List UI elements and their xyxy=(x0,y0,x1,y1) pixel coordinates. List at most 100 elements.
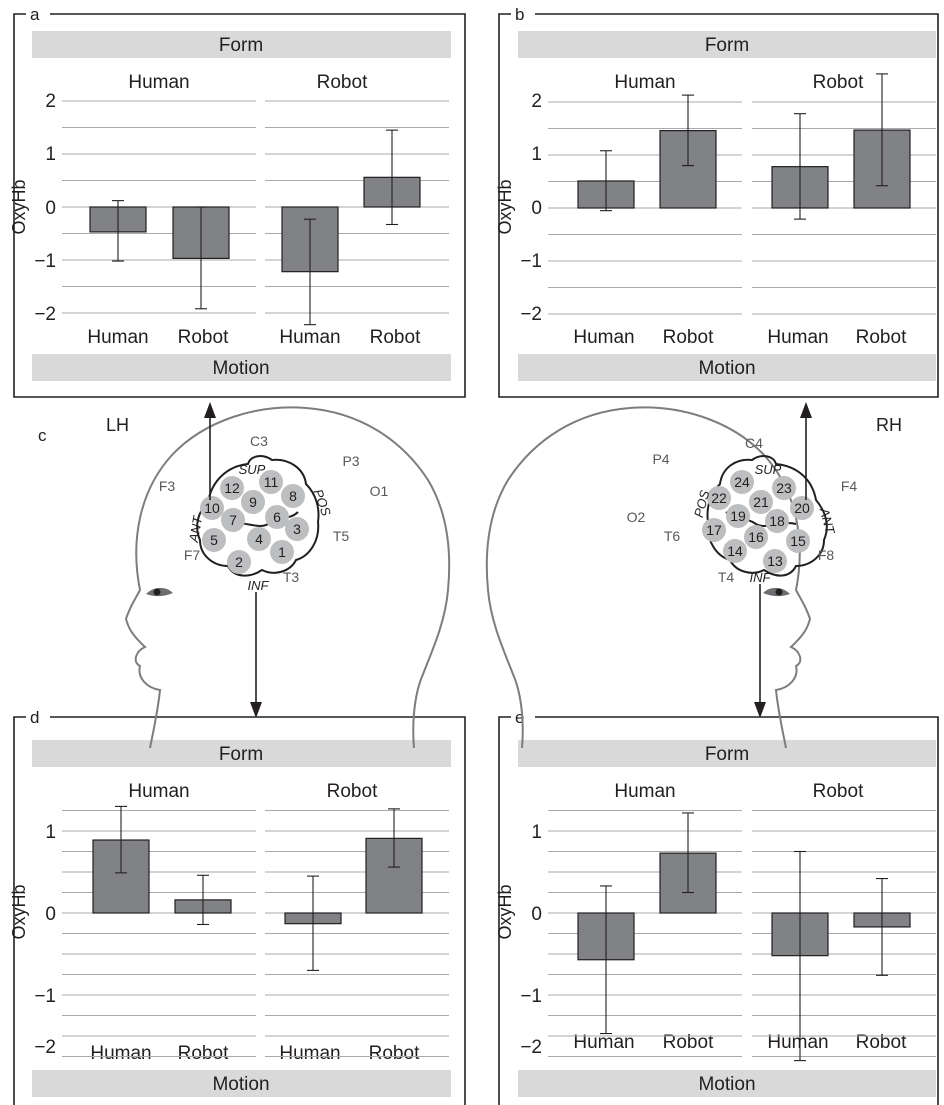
panel-e-marks xyxy=(548,810,936,1062)
panel-a-form-band xyxy=(32,31,451,58)
left-probe-outline xyxy=(196,455,320,577)
channel-marker xyxy=(726,504,750,528)
error-bar xyxy=(794,113,806,220)
channel-marker xyxy=(723,539,747,563)
panel-b-ylabel: OxyHb xyxy=(495,179,515,234)
eeg-label: F8 xyxy=(818,547,835,563)
channel-label: 22 xyxy=(711,490,727,506)
direction-label: POS xyxy=(691,488,713,519)
panel-e: e Form Motion Human Robot OxyHb 1 0 −1 −… xyxy=(495,708,939,1105)
panel-b-ytick: −2 xyxy=(520,304,542,325)
channel-marker xyxy=(786,529,810,553)
channel-label: 24 xyxy=(734,474,750,490)
channel-label: 1 xyxy=(278,544,286,560)
panel-a-motion-band xyxy=(32,354,451,381)
error-bar xyxy=(112,200,124,262)
error-bar xyxy=(304,218,316,326)
panel-e-group-human: Human xyxy=(614,781,675,802)
panel-b-frame xyxy=(498,13,939,398)
panel-a-ytick: 1 xyxy=(45,144,56,165)
panel-d-letter: d xyxy=(30,708,39,727)
channel-marker xyxy=(730,470,754,494)
panel-e-xcat: Human xyxy=(573,1032,634,1053)
panel-a-group-robot: Robot xyxy=(317,72,368,93)
channel-label: 11 xyxy=(264,474,279,490)
panel-a-motion-label: Motion xyxy=(212,358,269,379)
left-head: 1 2 3 4 5 6 7 8 9 10 11 12 C3 P3 F3 O1 T… xyxy=(106,402,451,749)
panel-e-form-band xyxy=(518,740,936,767)
panel-d-form-band xyxy=(32,740,451,767)
error-bar xyxy=(115,805,127,874)
panel-e-ytick-bottom: −2 xyxy=(520,1037,542,1058)
eeg-label: F7 xyxy=(184,547,201,563)
panel-b-group-human: Human xyxy=(614,72,675,93)
eeg-label: T4 xyxy=(718,569,735,585)
direction-label: SUP xyxy=(755,462,782,477)
error-bar xyxy=(682,94,694,167)
panel-b-ytick: 1 xyxy=(531,144,542,165)
panel-a-xcat: Robot xyxy=(370,327,421,348)
panel-e-ytick: 1 xyxy=(531,822,542,843)
channel-marker xyxy=(227,550,251,574)
channel-label: 7 xyxy=(229,512,237,528)
channel-marker xyxy=(265,505,289,529)
error-bar xyxy=(388,808,400,868)
eeg-label: C3 xyxy=(250,433,268,449)
channel-marker xyxy=(772,476,796,500)
channel-label: 17 xyxy=(706,522,722,538)
direction-label: INF xyxy=(750,570,772,585)
channel-label: 20 xyxy=(794,500,810,516)
panel-b-marks xyxy=(548,73,936,315)
panel-b-xcat: Robot xyxy=(663,327,714,348)
left-head-outline xyxy=(124,406,451,749)
channel-label: 16 xyxy=(748,529,764,545)
panel-b-ytick: 2 xyxy=(531,91,542,112)
panel-a-ytick: −1 xyxy=(34,251,56,272)
panel-a-ytick: −2 xyxy=(34,304,56,325)
panel-b-letter: b xyxy=(515,5,524,24)
right-head-outline xyxy=(485,406,812,749)
panel-d-form-label: Form xyxy=(219,744,263,765)
channel-label: 2 xyxy=(235,554,243,570)
hemisphere-label: RH xyxy=(876,415,902,435)
panel-d-motion-band xyxy=(32,1070,451,1097)
error-bar xyxy=(307,875,319,971)
panel-d-xcat: Human xyxy=(90,1043,151,1064)
channel-label: 13 xyxy=(767,553,783,569)
panel-a-xcat: Human xyxy=(87,327,148,348)
channel-label: 3 xyxy=(293,521,301,537)
error-bar xyxy=(794,850,806,1062)
panel-d-ytick: 1 xyxy=(45,822,56,843)
right-arrow-up-head xyxy=(800,402,812,418)
channel-marker xyxy=(765,509,789,533)
left-arrow-up-head xyxy=(204,402,216,418)
eeg-label: C4 xyxy=(745,435,763,451)
direction-label: ANT xyxy=(816,505,838,536)
channel-marker xyxy=(241,490,265,514)
channel-label: 19 xyxy=(730,508,746,524)
channel-marker xyxy=(790,496,814,520)
eeg-label: P3 xyxy=(342,453,359,469)
channel-marker xyxy=(270,540,294,564)
eeg-label: O2 xyxy=(627,509,646,525)
left-eye-pupil xyxy=(153,588,161,596)
panel-e-motion-label: Motion xyxy=(698,1074,755,1095)
panel-d-ytick: 0 xyxy=(45,904,56,925)
panel-e-ytick: −1 xyxy=(520,986,542,1007)
error-bar xyxy=(386,129,398,226)
panel-a-frame xyxy=(13,13,466,398)
panel-a-ylabel: OxyHb xyxy=(9,179,29,234)
channel-label: 23 xyxy=(776,480,792,496)
panel-b-motion-band xyxy=(518,354,936,381)
direction-label: POS xyxy=(310,487,334,518)
eeg-label: F4 xyxy=(841,478,858,494)
channel-marker xyxy=(221,508,245,532)
channel-marker xyxy=(220,476,244,500)
panel-e-xcat: Human xyxy=(767,1032,828,1053)
panel-d: d Form Motion Human Robot OxyHb 1 0 −1 −… xyxy=(9,708,466,1105)
error-bar xyxy=(197,874,209,926)
channel-label: 18 xyxy=(769,513,785,529)
channel-marker xyxy=(200,496,224,520)
channel-marker xyxy=(749,490,773,514)
